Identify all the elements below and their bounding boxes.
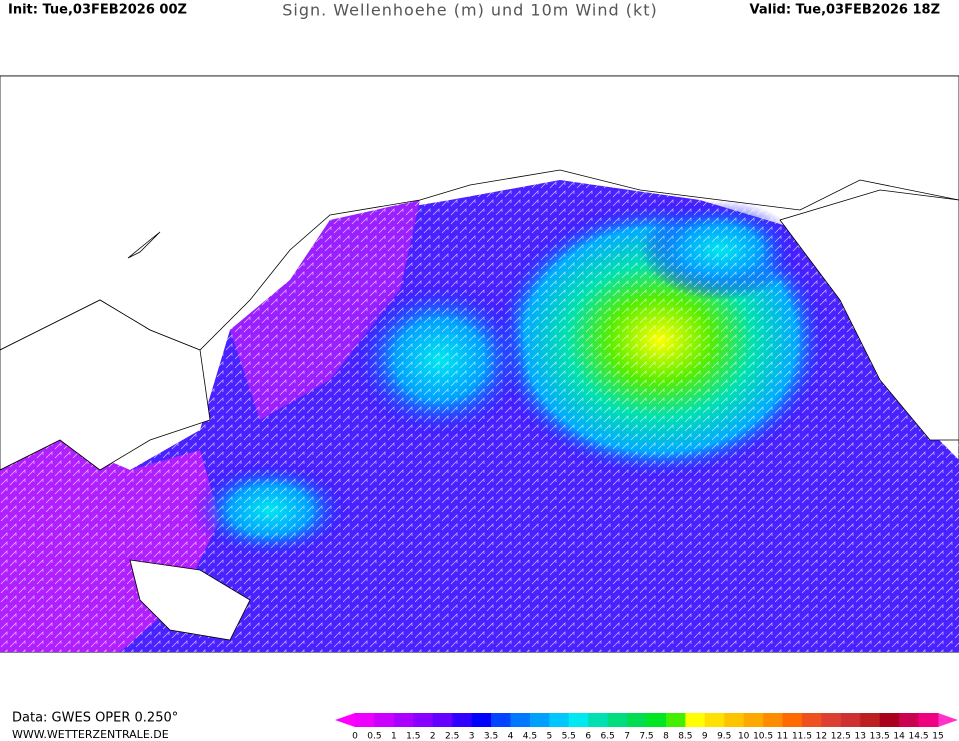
- website: WWW.WETTERZENTRALE.DE: [12, 728, 169, 741]
- colorbar-box: [355, 713, 375, 727]
- colorbar-label: 5: [546, 732, 552, 741]
- colorbar-box: [549, 713, 570, 727]
- colorbar-label: 14.5: [909, 732, 929, 741]
- land: [129, 559, 251, 641]
- colorbar-label: 13: [855, 732, 866, 741]
- colorbar-box: [899, 713, 920, 727]
- colorbar-label: 11.5: [792, 732, 812, 741]
- colorbar-box: [821, 713, 842, 727]
- colorbar-over: [938, 713, 958, 727]
- colorbar-box: [801, 713, 822, 727]
- colorbar-box: [646, 713, 667, 727]
- colorbar-label: 8.5: [678, 732, 692, 741]
- island: [127, 231, 161, 259]
- colorbar-label: 6: [585, 732, 591, 741]
- colorbar-box: [568, 713, 589, 727]
- colorbar-label: 7.5: [639, 732, 653, 741]
- colorbar-label: 4: [508, 732, 514, 741]
- colorbar-box: [452, 713, 473, 727]
- colorbar-box: [471, 713, 492, 727]
- colorbar-box: [393, 713, 414, 727]
- colorbar-box: [860, 713, 881, 727]
- colorbar-box: [374, 713, 395, 727]
- data-source: Data: GWES OPER 0.250°: [12, 711, 178, 726]
- colorbar-label: 11: [777, 732, 788, 741]
- colorbar-label: 2.5: [445, 732, 459, 741]
- colorbar-label: 15: [932, 732, 943, 741]
- colorbar-box: [627, 713, 647, 727]
- colorbar-box: [529, 713, 550, 727]
- colorbar-box: [510, 713, 531, 727]
- colorbar-box: [782, 713, 803, 727]
- colorbar-label: 1.5: [406, 732, 420, 741]
- valid-time: Valid: Tue,03FEB2026 18Z: [750, 3, 941, 18]
- colorbar-box: [413, 713, 434, 727]
- colorbar-box: [879, 713, 900, 727]
- colorbar-label: 1: [391, 732, 397, 741]
- colorbar-box: [685, 713, 706, 727]
- colorbar-label: 4.5: [523, 732, 537, 741]
- colorbar-label: 12: [816, 732, 827, 741]
- map: [0, 75, 959, 653]
- title: Sign. Wellenhoehe (m) und 10m Wind (kt): [282, 1, 658, 20]
- colorbar-under: [335, 713, 355, 727]
- colorbar-box: [432, 713, 453, 727]
- colorbar-box: [665, 713, 686, 727]
- colorbar-label: 9.5: [717, 732, 731, 741]
- colorbar-label: 2: [430, 732, 436, 741]
- colorbar-box: [840, 713, 861, 727]
- colorbar-box: [704, 713, 725, 727]
- colorbar-box: [743, 713, 764, 727]
- colorbar-label: 3.5: [484, 732, 498, 741]
- colorbar-box: [763, 713, 784, 727]
- init-time: Init: Tue,03FEB2026 00Z: [8, 3, 187, 18]
- colorbar-box: [607, 713, 628, 727]
- colorbar-box: [918, 713, 939, 727]
- colorbar-label: 9: [702, 732, 708, 741]
- colorbar-label: 0.5: [367, 732, 381, 741]
- colorbar-label: 3: [469, 732, 475, 741]
- land: [0, 299, 211, 471]
- colorbar-box: [724, 713, 745, 727]
- colorbar: 0 0.5 1 1.5 2 2.5 3 3.5 4 4.5 5 5.5 6 6.5 7 7.5 8 8.5 9 9.5…: [335, 713, 958, 741]
- colorbar-label: 7: [624, 732, 630, 741]
- colorbar-box: [491, 713, 511, 727]
- colorbar-label: 13.5: [870, 732, 890, 741]
- colorbar-label: 12.5: [831, 732, 851, 741]
- colorbar-label: 14: [893, 732, 905, 741]
- colorbar-label: 5.5: [562, 732, 576, 741]
- colorbar-box: [588, 713, 609, 727]
- land: [779, 189, 959, 441]
- colorbar-label: 0: [352, 732, 358, 741]
- colorbar-label: 10.5: [753, 732, 773, 741]
- colorbar-label: 10: [738, 732, 750, 741]
- colorbar-label: 6.5: [600, 732, 614, 741]
- colorbar-label: 8: [663, 732, 669, 741]
